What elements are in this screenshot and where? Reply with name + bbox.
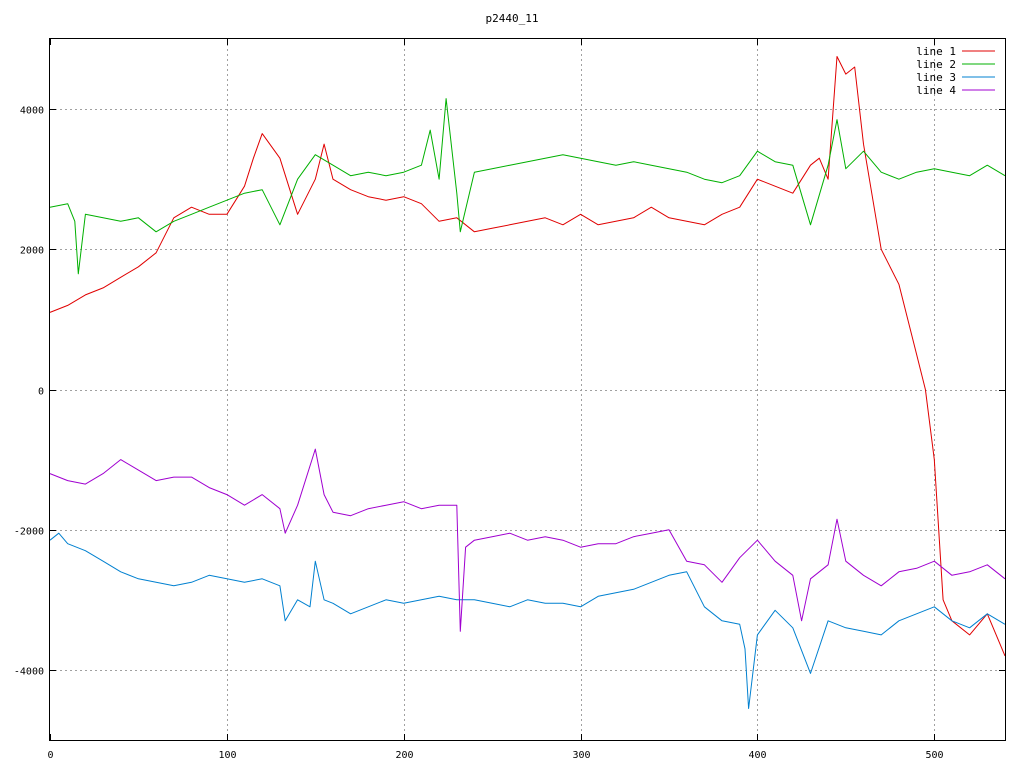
y-tick-label: 4000 [20, 106, 44, 117]
series-line-1 [49, 56, 1006, 657]
y-tick-label: -2000 [14, 527, 44, 538]
series-line-4 [49, 448, 1006, 632]
x-tick-label: 500 [925, 750, 943, 761]
y-axis: -4000 -2000 0 2000 4000 [14, 106, 1005, 678]
grid [50, 39, 1005, 740]
x-axis: 0 100 200 300 400 500 [47, 39, 944, 761]
legend-label-3: line 3 [916, 71, 956, 84]
series-group [49, 56, 1006, 709]
y-tick-label: 0 [38, 387, 44, 398]
x-tick-label: 200 [395, 750, 413, 761]
x-tick-label: 0 [47, 750, 53, 761]
x-tick-label: 300 [572, 750, 590, 761]
series-line-2 [49, 98, 1006, 275]
x-tick-label: 400 [748, 750, 766, 761]
plot-area-border [49, 38, 1006, 741]
legend-label-2: line 2 [916, 58, 956, 71]
y-tick-label: 2000 [20, 246, 44, 257]
y-tick-label: -4000 [14, 667, 44, 678]
series-line-3 [49, 532, 1006, 709]
legend-label-1: line 1 [916, 45, 956, 58]
legend-label-4: line 4 [916, 84, 956, 97]
x-tick-label: 100 [218, 750, 236, 761]
chart-title: p2440_11 [486, 12, 539, 25]
